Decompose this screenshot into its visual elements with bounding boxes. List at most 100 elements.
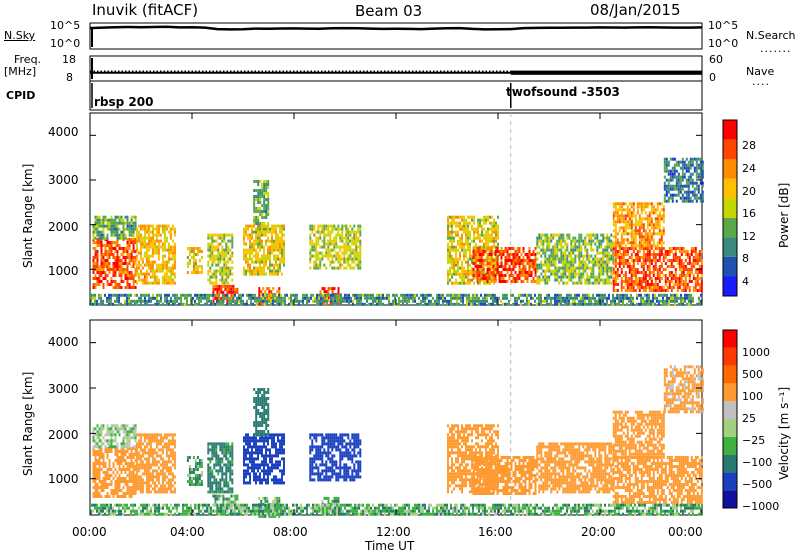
velocity-colorbar-swatch-8 bbox=[723, 347, 737, 366]
power-colorbar-swatch-0 bbox=[723, 276, 737, 296]
power-cb-12: 12 bbox=[742, 230, 756, 243]
freq-label: Freq. bbox=[14, 53, 42, 66]
power-colorbar-swatch-2 bbox=[723, 237, 737, 257]
vel-cb-500: 500 bbox=[742, 368, 763, 381]
vel-cb-m100: −100 bbox=[742, 456, 773, 469]
date-title: 08/Jan/2015 bbox=[590, 1, 681, 19]
power-region-9 bbox=[309, 224, 362, 270]
velocity-colorbar-swatch-2 bbox=[723, 454, 737, 473]
nave-dense-block bbox=[510, 70, 702, 75]
velocity-colorbar-swatch-1 bbox=[723, 472, 737, 491]
nsky-tick-high: 10^5 bbox=[50, 19, 81, 32]
power-region-3 bbox=[186, 247, 203, 274]
power-colorbar-swatch-7 bbox=[723, 139, 737, 160]
power-region-12 bbox=[472, 247, 537, 283]
velocity-region-0 bbox=[92, 447, 137, 498]
power-cb-20: 20 bbox=[742, 185, 756, 198]
nsky-tick-low: 10^0 bbox=[50, 37, 81, 50]
nsearch-tick-low: 10^0 bbox=[708, 37, 739, 50]
x-axis-label: Time UT bbox=[365, 539, 415, 553]
xtick-1200: 12:00 bbox=[376, 525, 411, 539]
power-colorbar-swatch-8 bbox=[723, 120, 737, 140]
velocity-region-8 bbox=[253, 388, 270, 436]
nsearch-label: N.Search bbox=[746, 29, 796, 42]
vel-cb-m500: −500 bbox=[742, 478, 773, 491]
xtick-1600: 16:00 bbox=[478, 525, 513, 539]
xtick-0800: 08:00 bbox=[273, 525, 308, 539]
velocity-colorbar-frame bbox=[722, 329, 738, 509]
cpid-panel-frame bbox=[89, 80, 703, 111]
vel-ytick-2000: 2000 bbox=[48, 428, 79, 442]
vel-ytick-4000: 4000 bbox=[48, 335, 79, 349]
power-colorbar-swatch-4 bbox=[723, 198, 737, 218]
velocity-region-3 bbox=[186, 456, 203, 486]
vel-cb-m1000: −1000 bbox=[742, 500, 780, 513]
freq-tick-high: 18 bbox=[62, 53, 76, 66]
xtick-2400: 00:00 bbox=[668, 525, 703, 539]
vel-cb-100: 100 bbox=[742, 390, 763, 403]
power-region-14 bbox=[612, 247, 703, 292]
power-region-2 bbox=[135, 224, 176, 285]
vel-cb-25: 25 bbox=[742, 412, 756, 425]
power-region-17 bbox=[90, 293, 702, 306]
power-colorbar-swatch-5 bbox=[723, 178, 737, 199]
velocity-colorbar-swatch-7 bbox=[723, 365, 737, 384]
power-cb-8: 8 bbox=[742, 252, 749, 265]
xtick-0000: 00:00 bbox=[72, 525, 107, 539]
velocity-region-16 bbox=[663, 365, 704, 414]
power-ytick-2000: 2000 bbox=[48, 220, 79, 234]
velocity-colorbar-swatch-3 bbox=[723, 436, 737, 455]
vel-cb-1000: 1000 bbox=[742, 346, 770, 359]
power-region-6 bbox=[243, 224, 285, 276]
power-cb-24: 24 bbox=[742, 162, 756, 175]
noise-panel-frame bbox=[89, 22, 703, 50]
velocity-region-2 bbox=[135, 433, 176, 494]
power-region-4 bbox=[207, 233, 234, 285]
velocity-colorbar-swatch-4 bbox=[723, 419, 737, 437]
nsearch-line-key: ....... bbox=[760, 42, 792, 55]
power-region-16 bbox=[663, 157, 704, 203]
nave-label: Nave bbox=[746, 65, 775, 78]
noise-sky-line bbox=[89, 25, 703, 31]
velocity-region-13 bbox=[536, 442, 615, 494]
power-colorbar-swatch-3 bbox=[723, 217, 737, 238]
velocity-region-9 bbox=[309, 433, 362, 482]
station-title: Inuvik (fitACF) bbox=[92, 1, 199, 19]
cpid-label: CPID bbox=[6, 89, 36, 102]
power-colorbar-frame bbox=[722, 119, 738, 297]
power-cb-4: 4 bbox=[742, 275, 749, 288]
velocity-region-17 bbox=[90, 503, 702, 516]
freq-tick-low: 8 bbox=[66, 71, 73, 84]
velocity-region-6 bbox=[243, 433, 285, 485]
velocity-colorbar-swatch-6 bbox=[723, 383, 737, 402]
velocity-region-12 bbox=[472, 456, 537, 495]
velocity-colorbar-swatch-0 bbox=[723, 490, 737, 508]
power-ytick-4000: 4000 bbox=[48, 125, 79, 139]
freq-unit-label: [MHz] bbox=[4, 65, 37, 78]
velocity-region-14 bbox=[612, 456, 703, 504]
power-region-0 bbox=[92, 238, 137, 289]
freq-panel-frame bbox=[89, 55, 703, 82]
nave-tick-low: 0 bbox=[709, 71, 716, 84]
vel-ytick-3000: 3000 bbox=[48, 382, 79, 396]
power-region-8 bbox=[253, 180, 270, 225]
power-ytick-1000: 1000 bbox=[48, 264, 79, 278]
power-region-15 bbox=[612, 202, 665, 248]
velocity-colorbar-swatch-5 bbox=[723, 401, 737, 419]
vel-ytick-1000: 1000 bbox=[48, 472, 79, 486]
power-region-1 bbox=[92, 215, 137, 240]
power-colorbar-swatch-6 bbox=[723, 159, 737, 179]
vel-cb-m25: −25 bbox=[742, 434, 766, 447]
nsky-label: N.Sky bbox=[4, 29, 36, 42]
velocity-region-15 bbox=[612, 410, 665, 459]
nsearch-tick-high: 10^5 bbox=[708, 19, 739, 32]
power-cb-16: 16 bbox=[742, 207, 756, 220]
velocity-region-1 bbox=[92, 424, 137, 449]
power-region-13 bbox=[536, 233, 615, 285]
velocity-panel-frame bbox=[89, 319, 703, 516]
cpid-program-2: twofsound -3503 bbox=[506, 85, 620, 99]
velocity-region-4 bbox=[207, 442, 234, 494]
xtick-2000: 20:00 bbox=[581, 525, 616, 539]
